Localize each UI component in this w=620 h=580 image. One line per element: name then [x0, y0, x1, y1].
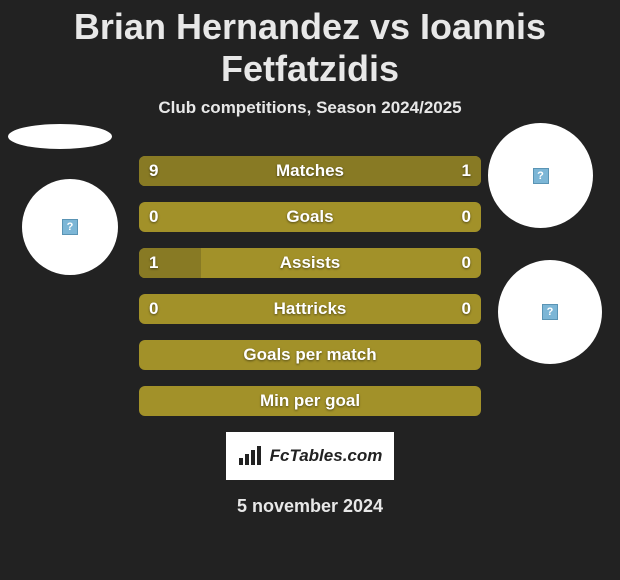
bar-row: Assists1 0 [139, 248, 481, 278]
bar-value-right: 0 [462, 294, 471, 324]
bars-logo-icon [238, 446, 264, 466]
bar-row: Goals0 0 [139, 202, 481, 232]
bars-container: Matches91Goals00Assists10Hattricks00Goal… [139, 156, 481, 416]
bar-label: Goals [139, 202, 481, 232]
bar-label: Hattricks [139, 294, 481, 324]
image-placeholder-icon [62, 219, 78, 235]
bar-label: Min per goal [139, 386, 481, 416]
bar-value-left: 0 [149, 202, 158, 232]
image-placeholder-icon [542, 304, 558, 320]
bar-label: Assists [139, 248, 481, 278]
player-left-avatar [22, 179, 118, 275]
page-title: Brian Hernandez vs Ioannis Fetfatzidis [0, 0, 620, 90]
bar-value-left: 9 [149, 156, 158, 186]
page-subtitle: Club competitions, Season 2024/2025 [0, 98, 620, 118]
date-label: 5 november 2024 [0, 496, 620, 517]
player-right-avatar-1 [488, 123, 593, 228]
bar-value-right: 0 [462, 248, 471, 278]
player-left-ellipse [8, 124, 112, 149]
image-placeholder-icon [533, 168, 549, 184]
badge-text: FcTables.com [270, 446, 383, 466]
player-right-avatar-2 [498, 260, 602, 364]
bar-label: Matches [139, 156, 481, 186]
bar-value-right: 1 [462, 156, 471, 186]
bar-row: Hattricks0 0 [139, 294, 481, 324]
bar-row: Goals per match [139, 340, 481, 370]
bar-row: Min per goal [139, 386, 481, 416]
bar-value-right: 0 [462, 202, 471, 232]
bar-value-left: 0 [149, 294, 158, 324]
bar-value-left: 1 [149, 248, 158, 278]
comparison-chart: Matches91Goals00Assists10Hattricks00Goal… [0, 156, 620, 517]
bar-label: Goals per match [139, 340, 481, 370]
fctables-badge: FcTables.com [226, 432, 394, 480]
bar-row: Matches9 1 [139, 156, 481, 186]
